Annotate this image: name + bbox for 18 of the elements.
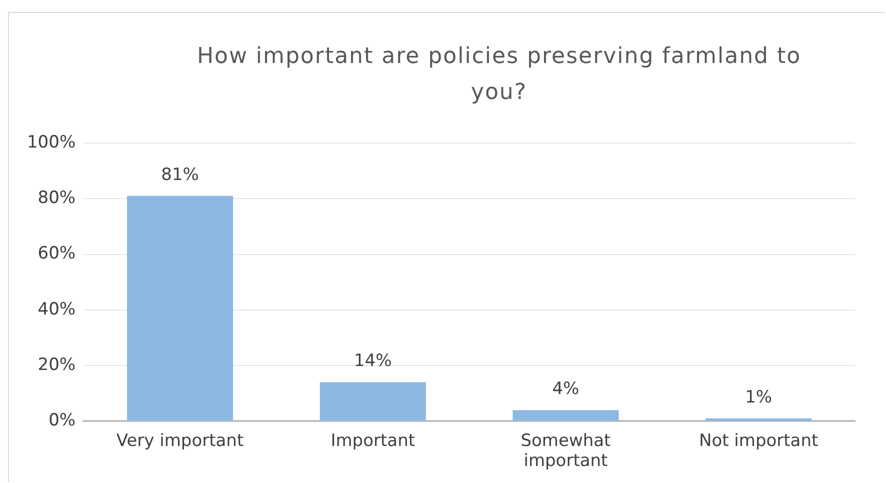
chart-title: How important are policies preserving farmland to you? [196,43,802,107]
y-tick-label: 0% [48,410,76,431]
data-label: 1% [745,387,772,408]
x-tick-label: Important [330,430,416,451]
y-tick-label: 40% [38,299,76,320]
x-tick-label: Somewhat important [520,430,612,472]
x-tick-label: Not important [698,430,818,451]
y-tick-label: 100% [26,132,76,152]
bar [320,382,426,421]
x-tick-label: Very important [116,430,244,451]
data-label: 14% [354,351,392,372]
data-label: 81% [161,164,199,185]
bar [126,196,234,421]
bar [512,410,619,421]
data-label: 4% [552,378,580,399]
y-tick-label: 60% [38,244,76,264]
y-tick-label: 20% [38,354,76,375]
y-tick-label: 80% [38,188,76,208]
